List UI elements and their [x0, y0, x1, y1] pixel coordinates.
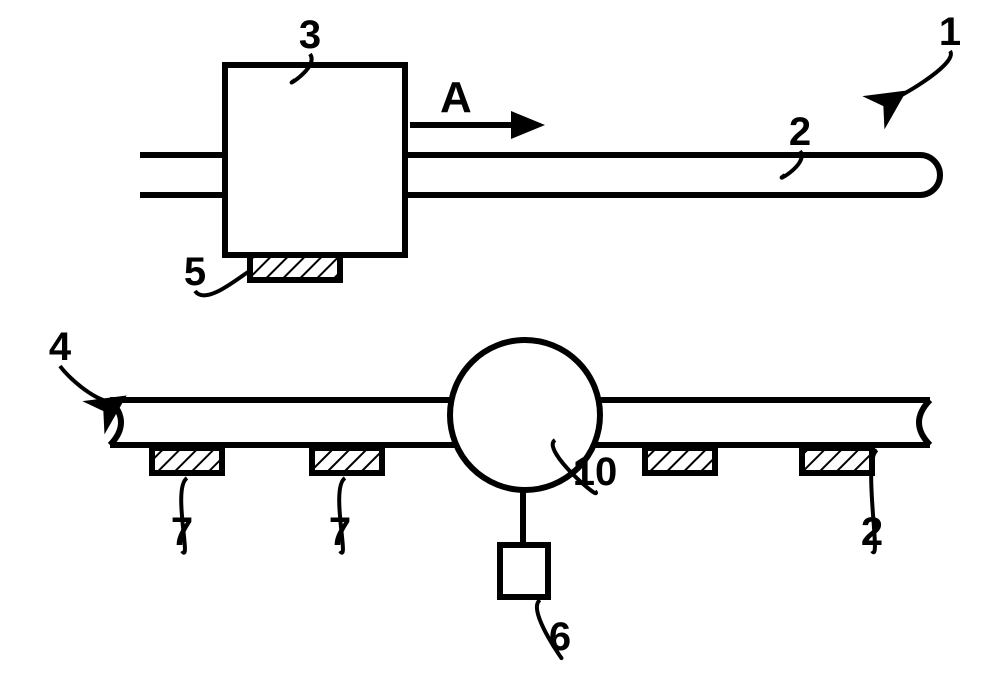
callout-num-4: 5: [184, 250, 206, 294]
bottom-pad-3: [802, 448, 872, 473]
bar-break-left: [110, 400, 121, 445]
diagram-svg: A 1 2 3 4 5 6 7 7 10 2: [0, 0, 1000, 675]
top-pad: [250, 255, 340, 280]
callout-num-6: 7: [171, 510, 193, 554]
arrow-head: [511, 111, 545, 139]
callout-num-7: 7: [329, 510, 351, 554]
bottom-box: [500, 545, 548, 597]
callout-num-0: 1: [939, 10, 961, 54]
bottom-pad-1: [312, 448, 382, 473]
bottom-pad-0: [152, 448, 222, 473]
callout-num-2: 3: [299, 13, 321, 57]
callout-num-8: 10: [573, 450, 618, 494]
callout-num-5: 6: [549, 615, 571, 659]
bottom-pad-2: [645, 448, 715, 473]
top-block: [225, 65, 405, 255]
arrow-label: A: [440, 73, 472, 122]
top-bar-right: [405, 155, 940, 195]
callout-num-1: 2: [789, 110, 811, 154]
callout-leader-0: [898, 51, 951, 97]
bar-break-right: [919, 400, 930, 445]
top-bar-left: [140, 155, 225, 195]
callout-num-9: 2: [861, 510, 883, 554]
callout-leader-3: [60, 366, 120, 402]
diagram-canvas: A 1 2 3 4 5 6 7 7 10 2: [0, 0, 1000, 675]
callout-num-3: 4: [49, 325, 72, 369]
